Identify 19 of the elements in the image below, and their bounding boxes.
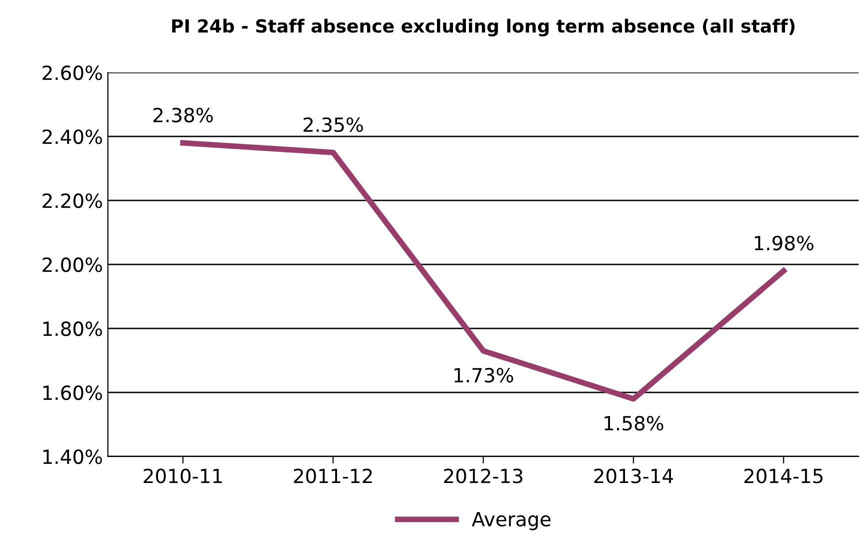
data-label: 1.58% — [604, 416, 664, 431]
data-label: 2.35% — [304, 117, 363, 132]
y-tick-label: 2.40% — [42, 129, 102, 144]
y-tick-label: 1.60% — [43, 385, 102, 400]
data-label: 1.98% — [754, 236, 814, 250]
x-tick-label: 2011-12 — [294, 468, 372, 484]
x-tick-label: 2013-14 — [594, 468, 673, 484]
legend-label: Average — [472, 512, 550, 530]
x-tick-label: 2010-11 — [144, 468, 222, 484]
data-label: 2.38% — [153, 108, 213, 122]
x-tick-label: 2014-15 — [744, 468, 823, 484]
y-tick-label: 1.80% — [43, 321, 102, 336]
y-tick-label: 2.00% — [42, 257, 102, 272]
chart-title: PI 24b - Staff absence excluding long term absence (all staff) — [172, 18, 794, 36]
y-tick-label: 1.40% — [43, 449, 102, 464]
y-tick-label: 2.60% — [42, 65, 102, 80]
y-tick-label: 2.20% — [42, 193, 102, 208]
data-label: 1.73% — [454, 368, 514, 383]
x-tick-label: 2012-13 — [444, 468, 522, 484]
